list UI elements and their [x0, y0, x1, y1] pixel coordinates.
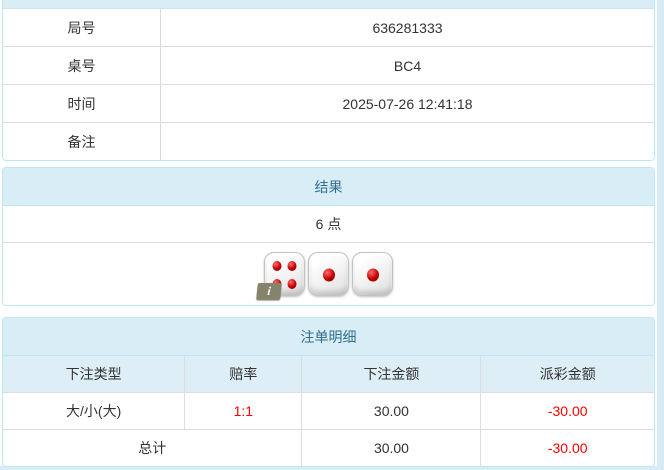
column-header-odds: 赔率: [185, 356, 303, 392]
remark-label: 备注: [3, 123, 161, 160]
bet-table-row: 大/小(大) 1:1 30.00 -30.00: [3, 393, 654, 430]
bet-details-panel: 注单明细 下注类型 赔率 下注金额 派彩金额 大/小(大) 1:1 30.00 …: [2, 317, 655, 467]
payout-amount-value: -30.00: [547, 403, 588, 419]
table-number-value: BC4: [393, 57, 422, 74]
info-row-table: 桌号 BC4: [3, 47, 654, 85]
column-header-payout-amount: 派彩金额: [539, 366, 596, 382]
result-panel: 结果 6 点 i: [2, 167, 655, 306]
result-points: 6 点: [3, 206, 654, 243]
table-number-label: 桌号: [3, 47, 161, 84]
image-info-icon: i: [256, 283, 282, 300]
dice-group: i: [256, 252, 393, 300]
bet-type-value: 大/小(大): [3, 393, 186, 429]
total-bet-amount: 30.00: [302, 430, 482, 466]
info-row-remark: 备注: [3, 123, 654, 160]
bet-table-header-row: 下注类型 赔率 下注金额 派彩金额: [3, 356, 654, 393]
die-2-icon: [308, 252, 349, 296]
odds-value: 1:1: [185, 393, 303, 429]
dice-row: i: [3, 243, 654, 305]
result-panel-title: 结果: [3, 168, 654, 206]
time-value: 2025-07-26 12:41:18: [342, 95, 473, 112]
bet-amount-value: 30.00: [302, 393, 482, 429]
round-number-label: 局号: [3, 9, 161, 46]
bet-table-total-row: 总计 30.00 -30.00: [3, 430, 654, 466]
total-label: 总计: [3, 430, 303, 466]
bet-details-title: 注单明细: [3, 318, 654, 356]
info-row-time: 时间 2025-07-26 12:41:18: [3, 85, 654, 123]
round-number-value: 636281333: [372, 19, 443, 36]
total-payout-amount: -30.00: [547, 440, 588, 456]
info-row-round: 局号 636281333: [3, 9, 654, 47]
game-info-heading-strip: [3, 0, 654, 9]
column-header-bet-type: 下注类型: [3, 356, 186, 392]
time-label: 时间: [3, 85, 161, 122]
die-3-icon: [352, 252, 393, 296]
column-header-bet-amount: 下注金额: [302, 356, 482, 392]
game-info-panel: 局号 636281333 桌号 BC4 时间 2025-07-26 12:41:…: [2, 0, 655, 161]
